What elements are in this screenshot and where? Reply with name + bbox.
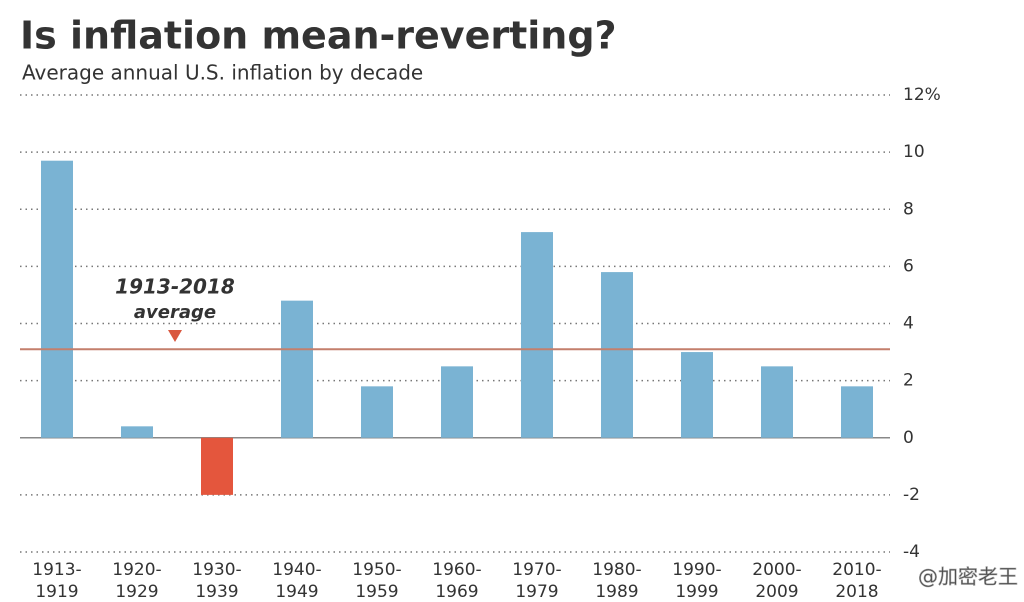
x-tick-label-line: 1940- [272,560,321,580]
x-tick-label: 1970-1979 [512,560,561,602]
y-tick-label: 6 [903,256,914,276]
x-tick-label-line: 1929 [115,582,158,602]
bar [41,160,73,438]
x-tick-label-line: 1920- [112,560,161,580]
x-tick-label-line: 1919 [35,582,78,602]
x-tick-label: 1980-1989 [592,560,641,602]
bar [281,300,313,438]
x-tick-label-line: 1930- [192,560,241,580]
chart-subtitle: Average annual U.S. inflation by decade [22,61,423,85]
bar [521,232,553,438]
x-tick-label-line: 1999 [675,582,718,602]
x-tick-label-line: 2010- [832,560,881,580]
x-tick-label-line: 2000- [752,560,801,580]
chart-title: Is inflation mean-reverting? [20,14,617,58]
x-tick-label: 1950-1959 [352,560,401,602]
y-tick-label: -4 [903,542,920,562]
x-tick-label-line: 2018 [835,582,878,602]
x-tick-label-line: 2009 [755,582,798,602]
x-tick-label: 1930-1939 [192,560,241,602]
bar [601,272,633,438]
y-tick-label: 8 [903,199,914,219]
x-tick-label: 1960-1969 [432,560,481,602]
x-tick-label-line: 1990- [672,560,721,580]
annotation: average [134,302,216,323]
x-tick-label-line: 1980- [592,560,641,580]
x-tick-label-line: 1970- [512,560,561,580]
bar [361,386,393,438]
x-tick-label-line: 1950- [352,560,401,580]
annotation-arrow [168,330,182,342]
bar [761,366,793,438]
bar [681,352,713,438]
y-tick-label: 4 [903,314,914,334]
annotation: 1913-2018 [115,275,235,299]
bar [441,366,473,438]
x-tick-label: 1990-1999 [672,560,721,602]
x-tick-label: 2000-2009 [752,560,801,602]
x-tick-label-line: 1939 [195,582,238,602]
y-tick-label: 12% [903,85,941,105]
y-tick-label: 0 [903,428,914,448]
bar [841,386,873,438]
bar [121,426,153,438]
x-tick-label-line: 1960- [432,560,481,580]
bar [201,437,233,495]
x-tick-label-line: 1969 [435,582,478,602]
y-tick-label: -2 [903,485,920,505]
x-tick-label-line: 1949 [275,582,318,602]
x-tick-label: 1913-1919 [32,560,81,602]
x-tick-label-line: 1979 [515,582,558,602]
x-tick-label-line: 1959 [355,582,398,602]
x-tick-label-line: 1913- [32,560,81,580]
y-tick-label: 10 [903,142,925,162]
watermark: @加密老王 [918,565,1018,589]
y-tick-label: 2 [903,371,914,391]
x-tick-label: 1940-1949 [272,560,321,602]
x-tick-label-line: 1989 [595,582,638,602]
x-tick-label: 1920-1929 [112,560,161,602]
x-tick-label: 2010-2018 [832,560,881,602]
